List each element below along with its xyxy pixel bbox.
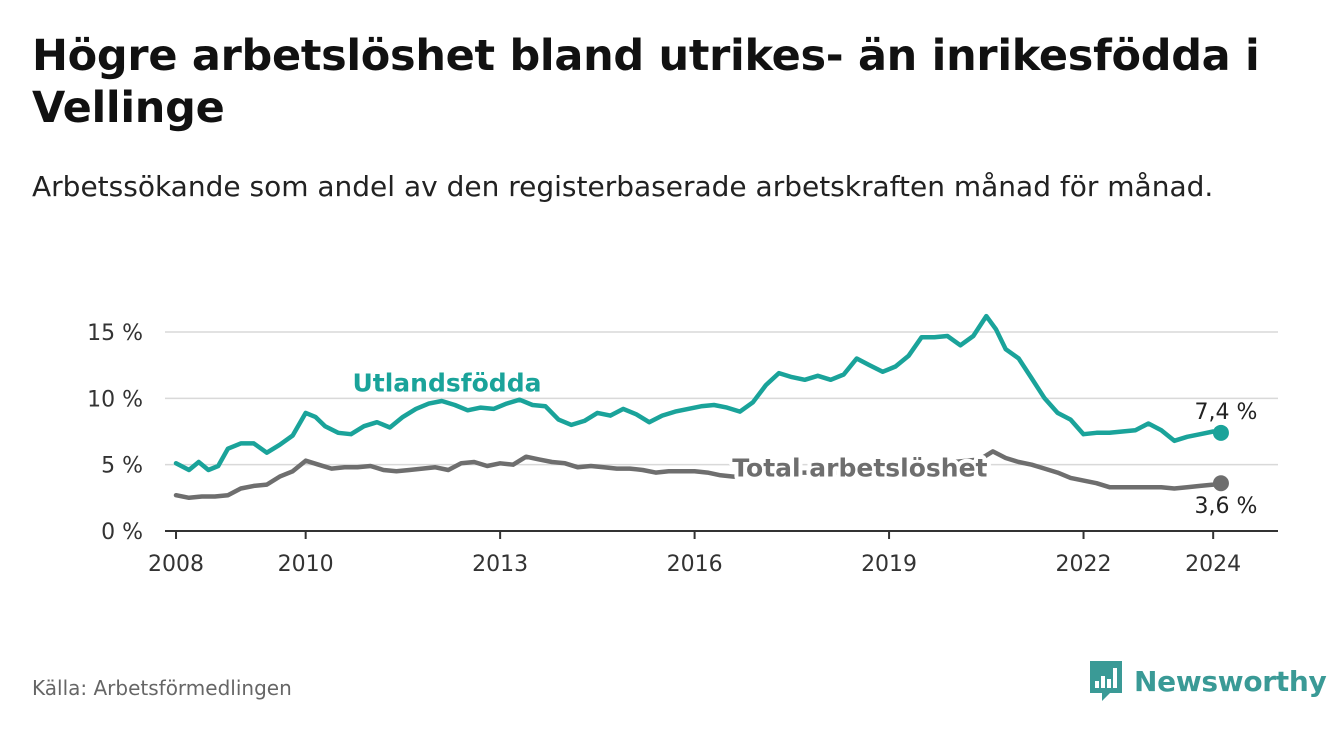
x-tick-label: 2024 xyxy=(1185,552,1241,577)
series-label-1: Total arbetslöshet xyxy=(732,454,987,483)
series-line-1 xyxy=(173,449,1224,501)
y-tick-label: 0 % xyxy=(101,520,143,545)
x-tick-label: 2019 xyxy=(861,552,917,577)
series-line-0 xyxy=(173,313,1224,473)
x-axis: 2008 2010 2013 2016 2019 2022 2024 xyxy=(148,530,1278,577)
chart-title: Högre arbetslöshet bland utrikes- än inr… xyxy=(32,31,1260,133)
y-tick-label: 5 % xyxy=(101,454,143,479)
brand-name: Newsworthy xyxy=(1134,664,1327,698)
end-value-label-1: 3,6 % xyxy=(1195,494,1258,519)
brand-logo: Newsworthy xyxy=(1088,658,1327,704)
end-value-label-0: 7,4 % xyxy=(1195,400,1258,425)
series-label-halo: Total arbetslöshet xyxy=(732,454,987,483)
series-layer xyxy=(173,313,1229,501)
y-tick-label: 10 % xyxy=(87,387,143,412)
y-tick-label: 15 % xyxy=(87,321,143,346)
x-tick-label: 2016 xyxy=(667,552,723,577)
series-end-point-0 xyxy=(1212,424,1229,441)
newsworthy-logo-icon xyxy=(1090,661,1122,701)
series-label-0: Utlandsfödda xyxy=(352,369,541,398)
x-tick-label: 2008 xyxy=(148,552,204,577)
series-end-point-1 xyxy=(1212,475,1229,492)
x-tick-label: 2010 xyxy=(278,552,334,577)
x-tick-label: 2022 xyxy=(1056,552,1112,577)
chart-subtitle: Arbetssökande som andel av den registerb… xyxy=(32,170,1214,203)
source-note: Källa: Arbetsförmedlingen xyxy=(32,676,292,700)
x-tick-label: 2013 xyxy=(472,552,528,577)
series-label-halo: Utlandsfödda xyxy=(352,369,541,398)
grid-layer: 0 % 5 % 10 % 15 % xyxy=(87,321,1278,545)
